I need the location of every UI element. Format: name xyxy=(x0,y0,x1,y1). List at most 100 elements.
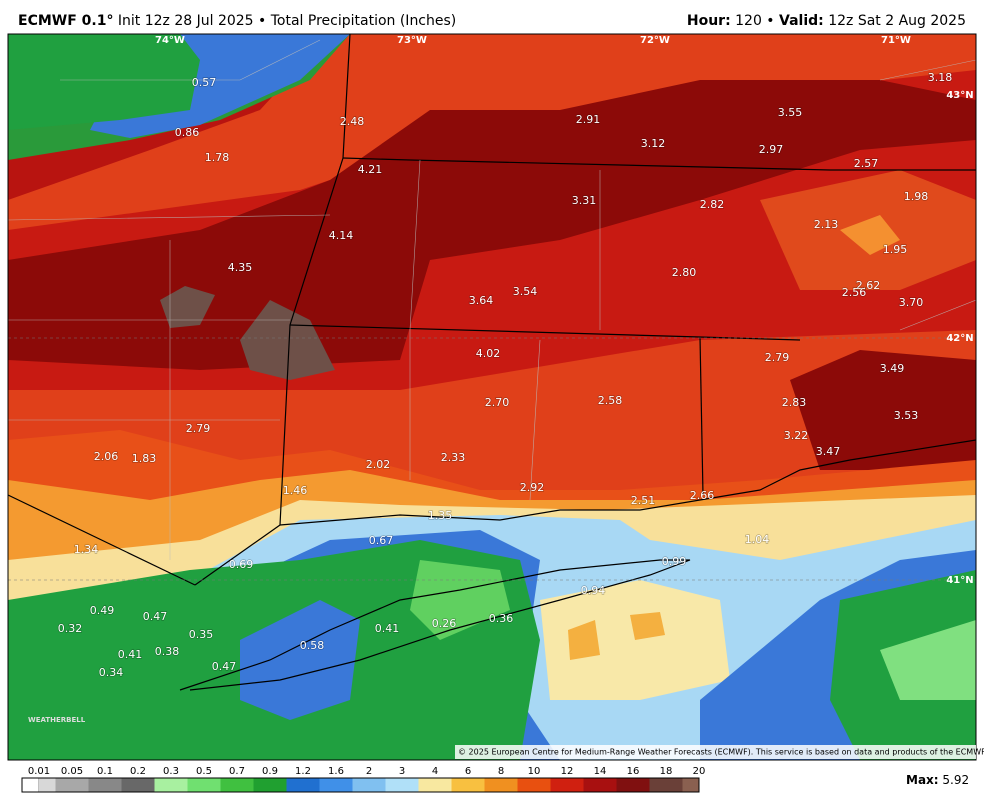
colorbar-cell xyxy=(204,778,221,792)
point-value: 2.97 xyxy=(759,143,784,156)
point-value: 1.98 xyxy=(904,190,929,203)
lat-label: 42°N xyxy=(946,333,973,344)
colorbar-cell xyxy=(501,778,518,792)
colorbar-cell xyxy=(550,778,567,792)
point-value: 2.79 xyxy=(186,422,211,435)
point-value: 0.47 xyxy=(143,610,168,623)
lat-label: 43°N xyxy=(946,90,973,101)
colorbar-label: 0.01 xyxy=(28,766,50,777)
colorbar-cell xyxy=(385,778,402,792)
point-value: 3.18 xyxy=(928,71,953,84)
colorbar-cell xyxy=(682,778,699,792)
point-value: 2.48 xyxy=(340,115,365,128)
colorbar-cell xyxy=(600,778,617,792)
point-value: 2.70 xyxy=(485,396,510,409)
colorbar-label: 4 xyxy=(432,766,438,777)
colorbar-cell xyxy=(352,778,369,792)
point-value: 4.35 xyxy=(228,261,253,274)
point-value: 0.94 xyxy=(581,584,606,597)
point-value: 2.58 xyxy=(598,394,623,407)
hour-label: Hour: xyxy=(687,13,731,29)
colorbar-label: 0.5 xyxy=(196,766,212,777)
colorbar-cell xyxy=(237,778,254,792)
point-value: 2.80 xyxy=(672,266,697,279)
point-value: 2.62 xyxy=(856,279,881,292)
info: Init 12z 28 Jul 2025 • Total Precipitati… xyxy=(118,13,456,29)
map-border xyxy=(7,33,977,761)
colorbar-cell xyxy=(468,778,485,792)
colorbar-label: 0.2 xyxy=(130,766,146,777)
lat-label: 41°N xyxy=(946,575,973,586)
colorbar-cell xyxy=(286,778,303,792)
point-value: 3.47 xyxy=(816,445,841,458)
colorbar-cell xyxy=(154,778,171,792)
colorbar-label: 1.2 xyxy=(295,766,311,777)
colorbar-label: 10 xyxy=(528,766,541,777)
hour: 120 • xyxy=(735,13,774,29)
colorbar-cell xyxy=(633,778,650,792)
colorbar-label: 8 xyxy=(498,766,504,777)
point-value: 0.26 xyxy=(432,617,457,630)
point-value: 4.02 xyxy=(476,347,501,360)
lon-label: 73°W xyxy=(397,35,427,46)
colorbar-label: 0.7 xyxy=(229,766,245,777)
point-value: 1.46 xyxy=(283,484,308,497)
point-value: 0.49 xyxy=(90,604,115,617)
point-value: 2.13 xyxy=(814,218,839,231)
colorbar-cell xyxy=(21,777,40,793)
point-value: 0.36 xyxy=(489,612,514,625)
colorbar-label: 6 xyxy=(465,766,471,777)
header-right: Hour: 120 • Valid: 12z Sat 2 Aug 2025 xyxy=(687,13,966,29)
point-value: 1.83 xyxy=(132,452,157,465)
colorbar-cell xyxy=(369,778,386,792)
colorbar-cell xyxy=(319,778,336,792)
valid-label: Valid: xyxy=(779,13,824,29)
colorbar-label: 18 xyxy=(660,766,673,777)
colorbar-label: 2 xyxy=(366,766,372,777)
point-value: 3.22 xyxy=(784,429,809,442)
point-value: 2.66 xyxy=(690,489,715,502)
copyright-bg xyxy=(455,745,976,759)
point-value: 3.49 xyxy=(880,362,905,375)
colorbar-cell xyxy=(484,778,501,792)
colorbar-cell xyxy=(517,778,534,792)
colorbar-cell xyxy=(583,778,600,792)
colorbar-cell xyxy=(72,778,89,792)
point-value: 0.67 xyxy=(369,534,394,547)
colorbar-label: 16 xyxy=(627,766,640,777)
point-value: 0.99 xyxy=(662,555,687,568)
point-value: 0.34 xyxy=(99,666,124,679)
point-value: 2.51 xyxy=(631,494,656,507)
point-value: 1.04 xyxy=(745,533,770,546)
lon-label: 72°W xyxy=(640,35,670,46)
colorbar-label: 0.3 xyxy=(163,766,179,777)
colorbar-cell xyxy=(336,778,353,792)
point-value: 3.55 xyxy=(778,106,803,119)
colorbar-label: 0.05 xyxy=(61,766,83,777)
colorbar-cell xyxy=(55,778,72,792)
colorbar-cell xyxy=(171,778,188,792)
point-value: 0.86 xyxy=(175,126,200,139)
point-value: 0.35 xyxy=(189,628,214,641)
point-value: 3.64 xyxy=(469,294,494,307)
point-value: 0.57 xyxy=(192,76,217,89)
lon-label: 71°W xyxy=(881,35,911,46)
point-value: 1.78 xyxy=(205,151,230,164)
point-value: 0.41 xyxy=(118,648,143,661)
colorbar-cell xyxy=(649,778,666,792)
colorbar-cell xyxy=(435,778,452,792)
colorbar-label: 14 xyxy=(594,766,607,777)
model: ECMWF 0.1° xyxy=(18,13,113,29)
point-value: 3.53 xyxy=(894,409,919,422)
point-value: 0.38 xyxy=(155,645,180,658)
point-value: 0.47 xyxy=(212,660,237,673)
copyright: © 2025 European Centre for Medium-Range … xyxy=(458,748,984,757)
colorbar-cell xyxy=(105,778,122,792)
point-value: 2.92 xyxy=(520,481,545,494)
colorbar-cell xyxy=(451,778,468,792)
colorbar-cell xyxy=(418,778,435,792)
point-value: 2.79 xyxy=(765,351,790,364)
max-label: Max: xyxy=(906,773,939,787)
colorbar-cell xyxy=(534,778,551,792)
